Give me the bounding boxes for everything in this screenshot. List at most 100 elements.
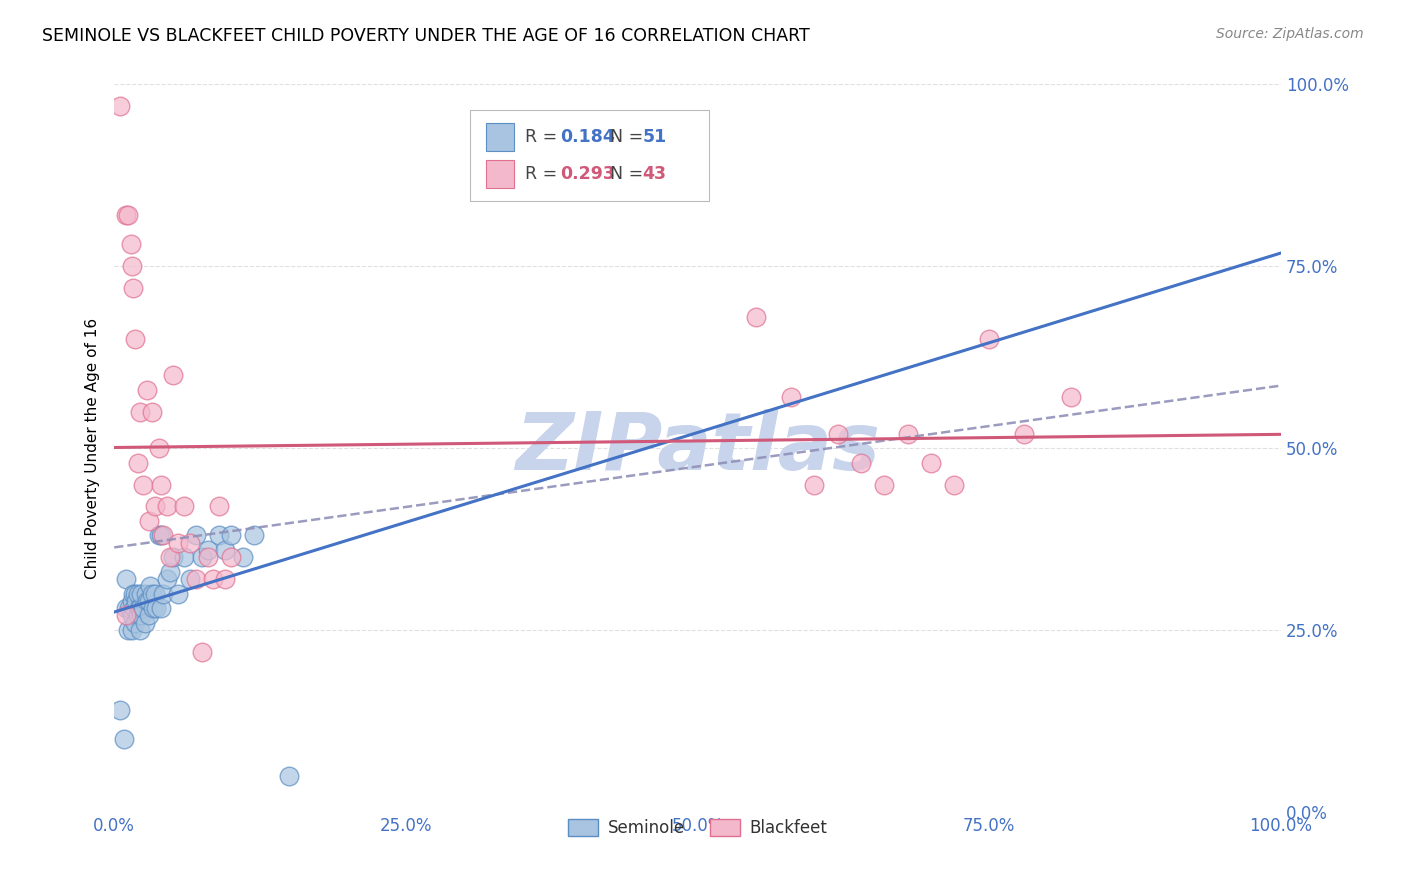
Point xyxy=(167,587,190,601)
FancyBboxPatch shape xyxy=(486,160,515,188)
Text: 0.293: 0.293 xyxy=(560,165,614,183)
Point xyxy=(134,615,156,630)
Point xyxy=(1012,426,1035,441)
Text: N =: N = xyxy=(610,165,648,183)
Point xyxy=(214,543,236,558)
Point xyxy=(125,594,148,608)
Point xyxy=(208,500,231,514)
Point xyxy=(138,594,160,608)
Point xyxy=(156,572,179,586)
Point xyxy=(149,601,172,615)
Point xyxy=(197,550,219,565)
Point xyxy=(121,608,143,623)
Point xyxy=(149,528,172,542)
Point xyxy=(1060,390,1083,404)
Point xyxy=(156,500,179,514)
Point xyxy=(162,368,184,383)
Point xyxy=(124,587,146,601)
Point xyxy=(117,208,139,222)
Point xyxy=(132,601,155,615)
Text: N =: N = xyxy=(610,128,648,146)
Point xyxy=(219,550,242,565)
Point xyxy=(897,426,920,441)
Point xyxy=(849,456,872,470)
Point xyxy=(128,623,150,637)
Point xyxy=(115,208,138,222)
Point xyxy=(121,594,143,608)
Point xyxy=(121,623,143,637)
Text: SEMINOLE VS BLACKFEET CHILD POVERTY UNDER THE AGE OF 16 CORRELATION CHART: SEMINOLE VS BLACKFEET CHILD POVERTY UNDE… xyxy=(42,27,810,45)
Point xyxy=(152,587,174,601)
Point xyxy=(745,310,768,325)
Point xyxy=(827,426,849,441)
Point xyxy=(121,281,143,295)
Point xyxy=(121,260,143,274)
Point xyxy=(122,601,145,615)
Point xyxy=(159,550,181,565)
Point xyxy=(128,601,150,615)
Point xyxy=(979,332,1001,346)
Point xyxy=(117,623,139,637)
Point xyxy=(138,514,160,528)
Point xyxy=(231,550,253,565)
Point xyxy=(173,550,195,565)
Point xyxy=(138,608,160,623)
Point xyxy=(208,528,231,542)
Text: Source: ZipAtlas.com: Source: ZipAtlas.com xyxy=(1216,27,1364,41)
Point xyxy=(127,456,149,470)
Point xyxy=(202,572,225,586)
Point xyxy=(139,579,162,593)
Point xyxy=(128,601,150,615)
Point xyxy=(873,477,896,491)
Text: 51: 51 xyxy=(643,128,666,146)
Point xyxy=(780,390,803,404)
Point xyxy=(214,572,236,586)
Point xyxy=(219,528,242,542)
Point xyxy=(190,645,212,659)
Point xyxy=(145,601,167,615)
Point xyxy=(278,768,301,782)
Point xyxy=(143,587,166,601)
Point xyxy=(129,587,152,601)
Text: 0.184: 0.184 xyxy=(560,128,614,146)
Point xyxy=(120,237,142,252)
FancyBboxPatch shape xyxy=(486,123,515,151)
Point xyxy=(143,500,166,514)
Point xyxy=(197,543,219,558)
Point xyxy=(115,608,138,623)
Point xyxy=(135,383,157,397)
Text: 43: 43 xyxy=(643,165,666,183)
Point xyxy=(184,528,207,542)
FancyBboxPatch shape xyxy=(470,110,709,201)
Point xyxy=(108,703,131,717)
Point xyxy=(127,587,149,601)
Point xyxy=(162,550,184,565)
Point xyxy=(148,528,170,542)
Text: ZIPatlas: ZIPatlas xyxy=(515,409,880,487)
Point xyxy=(129,608,152,623)
Point xyxy=(943,477,966,491)
Point xyxy=(184,572,207,586)
Point xyxy=(121,587,143,601)
Point xyxy=(127,608,149,623)
Point xyxy=(179,572,201,586)
Point xyxy=(115,601,138,615)
Point xyxy=(124,332,146,346)
Point xyxy=(152,528,174,542)
Point xyxy=(173,500,195,514)
Point xyxy=(167,535,190,549)
Point xyxy=(135,594,157,608)
Point xyxy=(803,477,825,491)
Legend: Seminole, Blackfeet: Seminole, Blackfeet xyxy=(561,812,834,844)
Text: R =: R = xyxy=(524,128,562,146)
Point xyxy=(159,565,181,579)
Point xyxy=(141,587,163,601)
Point xyxy=(190,550,212,565)
Point xyxy=(115,572,138,586)
Point xyxy=(920,456,942,470)
Point xyxy=(148,441,170,455)
Point xyxy=(141,405,163,419)
Point xyxy=(132,477,155,491)
Point xyxy=(142,601,165,615)
Text: R =: R = xyxy=(524,165,562,183)
